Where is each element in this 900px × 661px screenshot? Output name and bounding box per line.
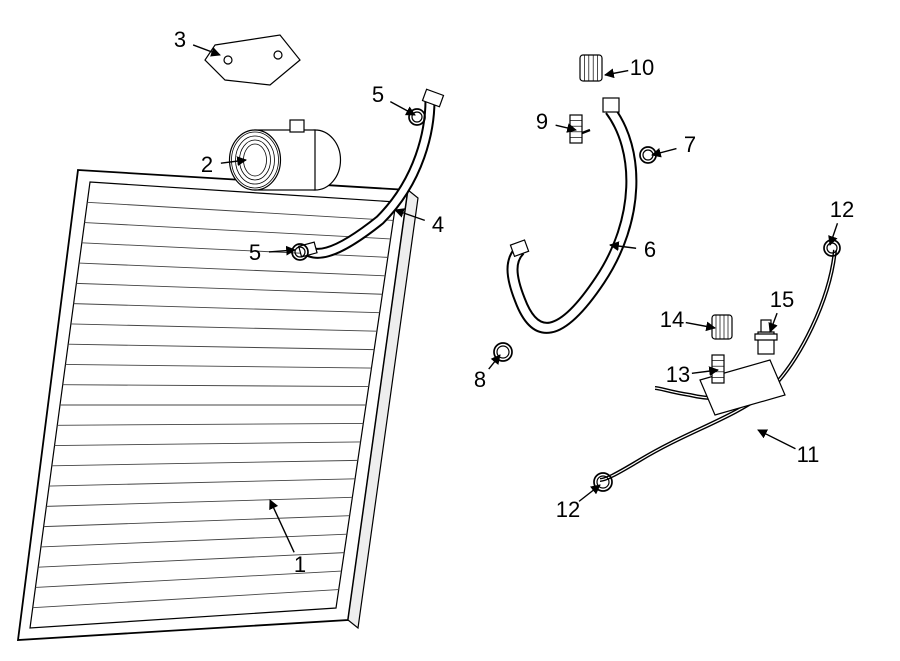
callout-2: 2 bbox=[201, 152, 213, 178]
callout-13: 13 bbox=[666, 362, 690, 388]
callout-1: 1 bbox=[294, 552, 306, 578]
callout-3: 3 bbox=[174, 27, 186, 53]
callout-7: 7 bbox=[684, 132, 696, 158]
callout-10: 10 bbox=[630, 55, 654, 81]
callout-8: 8 bbox=[474, 367, 486, 393]
callout-14: 14 bbox=[660, 307, 684, 333]
callout-5: 5 bbox=[372, 82, 384, 108]
callout-5b: 5 bbox=[249, 240, 261, 266]
callout-12b: 12 bbox=[556, 497, 580, 523]
callout-9: 9 bbox=[536, 109, 548, 135]
callout-11: 11 bbox=[797, 442, 820, 468]
diagram-canvas bbox=[0, 0, 900, 661]
callout-15: 15 bbox=[770, 287, 794, 313]
callout-12: 12 bbox=[830, 197, 854, 223]
callout-4: 4 bbox=[432, 212, 444, 238]
parts-diagram: 123455678910111212131415 bbox=[0, 0, 900, 661]
callout-6: 6 bbox=[644, 237, 656, 263]
